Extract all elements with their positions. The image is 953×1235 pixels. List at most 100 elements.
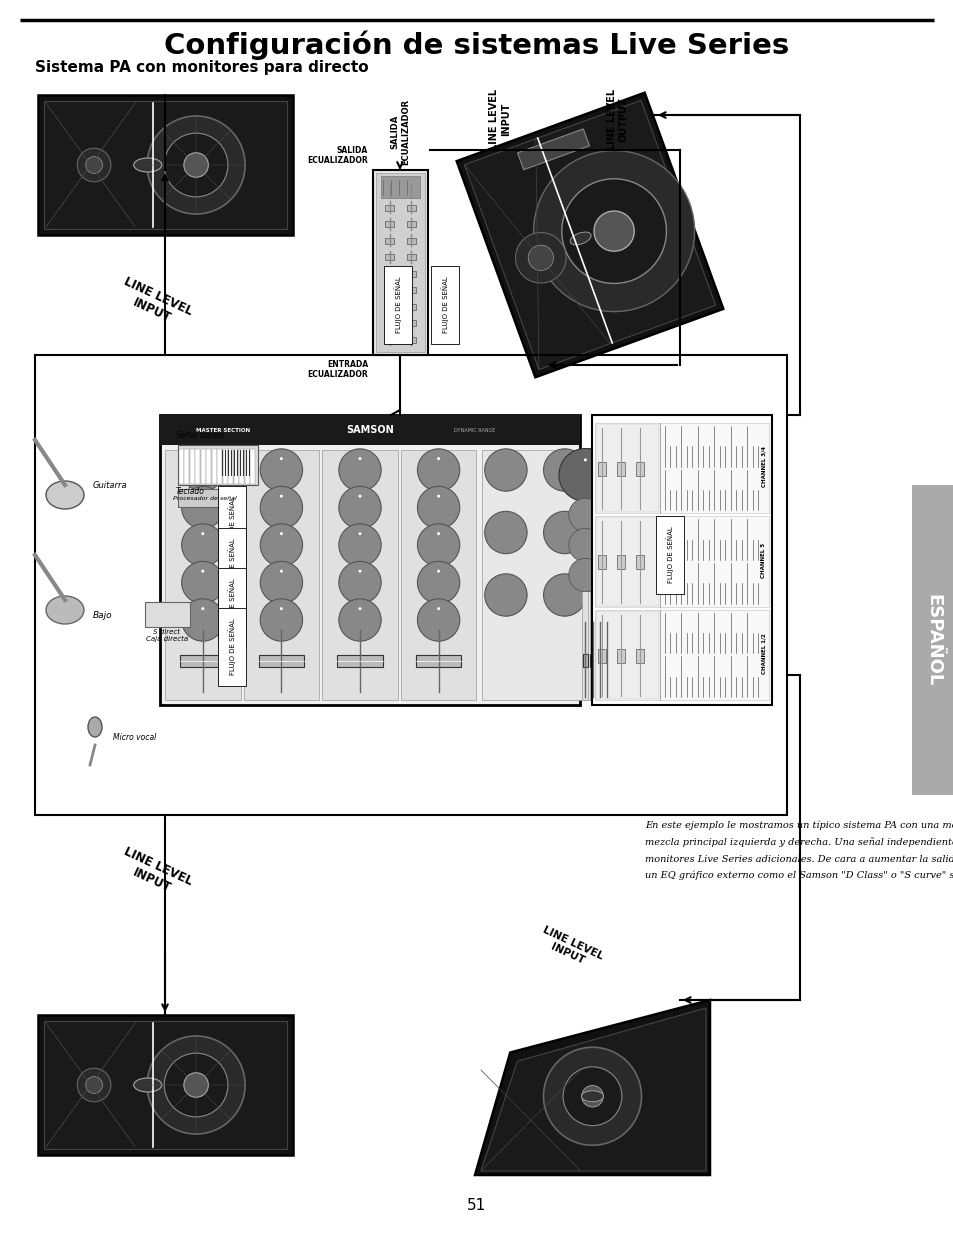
Text: FLUJO DE SEÑAL: FLUJO DE SEÑAL [228, 619, 235, 676]
Circle shape [358, 532, 361, 535]
Circle shape [436, 532, 439, 535]
Circle shape [358, 457, 361, 461]
Ellipse shape [133, 158, 162, 172]
Bar [165, 450, 240, 700]
Bar [178, 489, 233, 508]
Bar [595, 516, 768, 606]
Text: monitores Live Series adicionales. De cara a aumentar la salida del sistema de m: monitores Live Series adicionales. De ca… [644, 853, 953, 863]
Bar [217, 450, 222, 484]
Circle shape [164, 1053, 228, 1116]
Bar [617, 556, 624, 569]
Bar [597, 450, 602, 700]
Circle shape [417, 599, 459, 641]
Bar [337, 655, 382, 667]
Text: En este ejemplo le mostramos un típico sistema PA con una mesa de mezclas y un p: En este ejemplo le mostramos un típico s… [644, 820, 953, 830]
Text: ENTRADA
ECUALIZADOR: ENTRADA ECUALIZADOR [307, 359, 368, 379]
Bar [385, 320, 394, 326]
Text: LINE LEVEL
INPUT: LINE LEVEL INPUT [115, 845, 194, 902]
Circle shape [338, 562, 381, 604]
Circle shape [558, 448, 611, 501]
Circle shape [201, 608, 204, 610]
Bar [407, 221, 416, 227]
Text: CHANNEL 3/4: CHANNEL 3/4 [760, 446, 765, 487]
Text: S direct
Caja directa: S direct Caja directa [146, 629, 188, 642]
Bar [385, 288, 394, 293]
Text: SALIDA
ECUALIZADOR: SALIDA ECUALIZADOR [307, 146, 368, 165]
Bar [617, 648, 624, 663]
Circle shape [279, 457, 283, 461]
Circle shape [77, 148, 111, 182]
Text: un EQ gráfico externo como el Samson "D Class" o "S curve" series.: un EQ gráfico externo como el Samson "D … [644, 871, 953, 881]
Bar [597, 653, 601, 667]
Bar [464, 100, 715, 369]
Circle shape [582, 558, 616, 592]
Bar [595, 424, 768, 514]
Bar [178, 445, 257, 485]
Bar [38, 95, 293, 235]
Circle shape [279, 532, 283, 535]
Bar [385, 205, 394, 210]
Circle shape [86, 1077, 102, 1093]
Circle shape [181, 487, 224, 529]
Bar [385, 254, 394, 261]
Circle shape [591, 458, 594, 462]
Circle shape [436, 457, 439, 461]
Circle shape [515, 232, 565, 283]
Bar [596, 517, 659, 605]
Bar [35, 354, 786, 815]
Text: FLUJO DE SEÑAL: FLUJO DE SEÑAL [665, 526, 673, 583]
Circle shape [543, 448, 585, 492]
Bar [407, 320, 416, 326]
Text: Procesador de señal: Procesador de señal [172, 495, 236, 500]
Circle shape [181, 562, 224, 604]
Circle shape [543, 1047, 640, 1145]
Text: DYNAMIC RANGE: DYNAMIC RANGE [454, 427, 496, 432]
Circle shape [201, 532, 204, 535]
Bar [407, 205, 416, 210]
Ellipse shape [570, 232, 591, 245]
Circle shape [201, 457, 204, 461]
Text: FLUJO DE SEÑAL: FLUJO DE SEÑAL [228, 579, 235, 635]
Bar [911, 485, 953, 795]
Bar [582, 653, 587, 667]
Bar [407, 337, 416, 342]
Circle shape [181, 599, 224, 641]
Bar [385, 188, 394, 194]
Bar [407, 188, 416, 194]
Bar [233, 450, 239, 484]
Text: FLUJO DE SEÑAL: FLUJO DE SEÑAL [228, 538, 235, 595]
Bar [44, 101, 287, 228]
Bar [160, 415, 579, 445]
Circle shape [562, 1067, 621, 1125]
Circle shape [484, 448, 527, 492]
Ellipse shape [46, 597, 84, 624]
Bar [385, 337, 394, 342]
Text: Señal stereo: Señal stereo [175, 431, 224, 440]
Text: FLUJO DE SEÑAL: FLUJO DE SEÑAL [228, 496, 235, 553]
Circle shape [580, 448, 633, 501]
Bar [592, 415, 771, 705]
Circle shape [338, 524, 381, 566]
Bar [229, 450, 233, 484]
Circle shape [417, 448, 459, 492]
Text: ESPAÑOL: ESPAÑOL [923, 594, 941, 687]
Circle shape [561, 179, 666, 284]
Text: LINE LEVEL
INPUT: LINE LEVEL INPUT [489, 89, 510, 149]
Circle shape [358, 569, 361, 573]
Bar [206, 450, 212, 484]
Circle shape [576, 499, 609, 531]
Circle shape [279, 495, 283, 498]
Circle shape [590, 529, 623, 562]
Bar [38, 1015, 293, 1155]
Bar [636, 556, 643, 569]
Circle shape [598, 458, 600, 462]
Bar [598, 556, 605, 569]
Circle shape [543, 511, 585, 553]
Bar [322, 450, 397, 700]
Polygon shape [475, 1000, 709, 1174]
Circle shape [582, 529, 616, 562]
Circle shape [594, 211, 634, 251]
Circle shape [260, 448, 302, 492]
Circle shape [338, 448, 381, 492]
Circle shape [528, 245, 553, 270]
